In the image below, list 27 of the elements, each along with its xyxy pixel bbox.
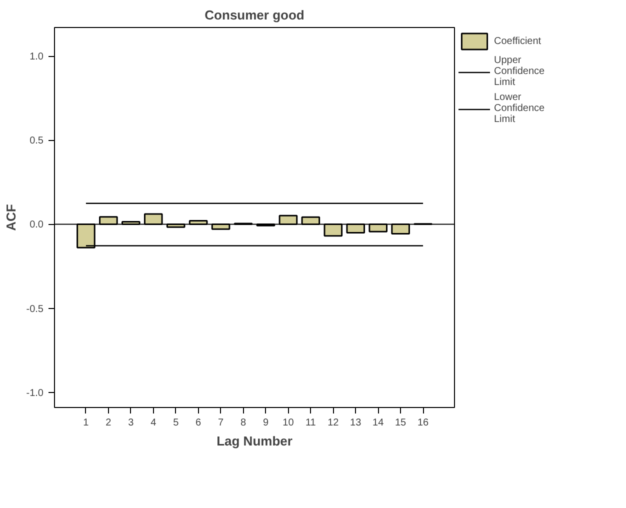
y-tick-label: 1.0 bbox=[30, 52, 44, 63]
legend-label: Coefficient bbox=[494, 36, 542, 46]
x-tick-label: 11 bbox=[305, 418, 316, 428]
x-tick-label: 2 bbox=[106, 418, 112, 428]
x-tick-label: 13 bbox=[350, 418, 362, 428]
legend-label: Lower Confidence Limit bbox=[494, 92, 545, 125]
x-tick-label: 14 bbox=[372, 418, 384, 428]
y-tick-label: 0.5 bbox=[30, 136, 44, 147]
x-tick-label: 6 bbox=[196, 418, 202, 428]
x-tick-label: 16 bbox=[417, 418, 430, 428]
x-axis-title: Lag Number bbox=[216, 434, 292, 448]
y-tick-label: -1.0 bbox=[26, 388, 44, 399]
legend-label: Upper Confidence Limit bbox=[494, 55, 545, 88]
y-tick-label: -0.5 bbox=[26, 304, 44, 315]
x-tick-label: 4 bbox=[150, 418, 157, 428]
x-tick-label: 5 bbox=[173, 418, 180, 428]
x-tick-label: 10 bbox=[282, 418, 294, 428]
x-tick-label: 8 bbox=[240, 418, 246, 428]
chart-title: Consumer good bbox=[204, 8, 304, 22]
x-tick-label: 15 bbox=[395, 418, 407, 428]
y-axis-title: ACF bbox=[3, 204, 18, 231]
y-tick-label: 0.0 bbox=[30, 220, 44, 231]
x-tick-label: 12 bbox=[328, 418, 340, 428]
x-tick-label: 9 bbox=[262, 418, 269, 428]
x-tick-label: 1 bbox=[83, 418, 90, 428]
x-tick-label: 7 bbox=[218, 418, 224, 428]
x-tick-label: 3 bbox=[128, 418, 134, 428]
